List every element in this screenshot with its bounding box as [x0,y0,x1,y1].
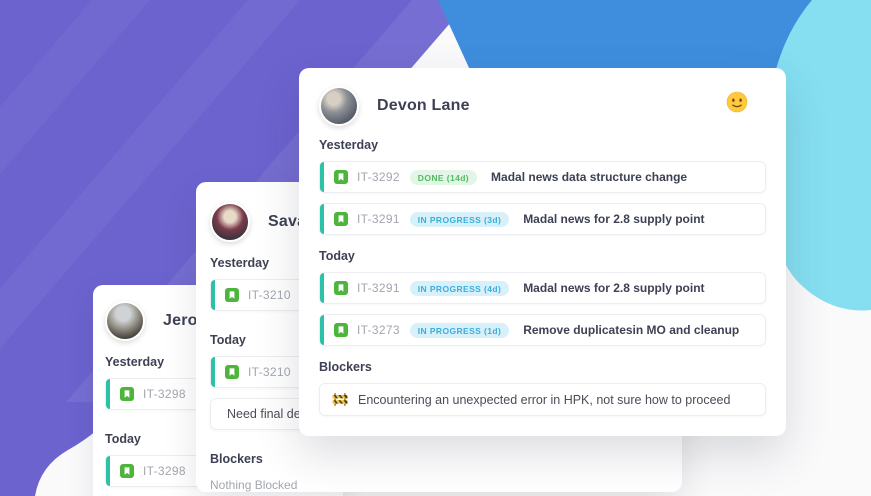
cyan-shape [765,0,871,311]
status-accent-bar [320,162,324,192]
ticket-id: IT-3291 [357,212,400,226]
status-badge: IN PROGRESS (4d) [409,280,510,296]
ticket-id: IT-3298 [143,464,186,478]
construction-barrier-icon [332,393,348,406]
status-accent-bar [211,357,215,387]
no-blockers-text: Nothing Blocked [210,478,298,492]
ticket-icon [225,288,239,302]
ticket-id: IT-3210 [248,365,291,379]
ticket-icon [334,281,348,295]
blocker-text: Encountering an unexpected error in HPK,… [358,392,731,407]
status-badge: IN PROGRESS (1d) [409,322,510,338]
ticket-id: IT-3210 [248,288,291,302]
ticket-id: IT-3291 [357,281,400,295]
ticket-id: IT-3298 [143,387,186,401]
ticket-icon [120,464,134,478]
slightly-smiling-face-icon[interactable] [726,91,748,113]
status-accent-bar [211,280,215,310]
status-accent-bar [106,379,110,409]
status-accent-bar [320,315,324,345]
section-title-blockers: Blockers [319,360,372,374]
purple-stripe [0,0,300,349]
section-title-today: Today [319,249,355,263]
status-accent-bar [320,273,324,303]
ticket-icon [225,365,239,379]
ticket-id: IT-3292 [357,170,400,184]
status-badge: IN PROGRESS (3d) [409,211,510,227]
section-title-today: Today [105,432,141,446]
task-row[interactable]: IT-3291 IN PROGRESS (4d) Madal news for … [319,272,766,304]
avatar [319,86,359,126]
user-name: Devon Lane [377,97,470,114]
section-title-yesterday: Yesterday [105,355,165,369]
ticket-icon [334,212,348,226]
standup-card-devon: Devon Lane Yesterday IT-3292 DONE (14d) … [299,68,786,436]
task-description: Remove duplicatesin MO and cleanup [523,323,740,337]
task-row[interactable]: IT-3291 IN PROGRESS (3d) Madal news for … [319,203,766,235]
task-description: Madal news for 2.8 supply point [523,212,705,226]
section-title-today: Today [210,333,246,347]
task-row[interactable]: IT-3292 DONE (14d) Madal news data struc… [319,161,766,193]
task-description: Madal news data structure change [491,170,688,184]
status-accent-bar [320,204,324,234]
avatar [105,301,145,341]
avatar [210,202,250,242]
ticket-icon [334,170,348,184]
task-row[interactable]: IT-3273 IN PROGRESS (1d) Remove duplicat… [319,314,766,346]
card-header: Devon Lane [319,86,766,126]
ticket-icon [334,323,348,337]
ticket-id: IT-3273 [357,323,400,337]
blocker-row[interactable]: Encountering an unexpected error in HPK,… [319,383,766,416]
task-description: Madal news for 2.8 supply point [523,281,705,295]
ticket-icon [120,387,134,401]
purple-stripe [0,0,150,175]
section-title-blockers: Blockers [210,452,263,466]
section-title-yesterday: Yesterday [210,256,270,270]
status-accent-bar [106,456,110,486]
status-badge: DONE (14d) [409,169,478,185]
section-title-yesterday: Yesterday [319,138,379,152]
